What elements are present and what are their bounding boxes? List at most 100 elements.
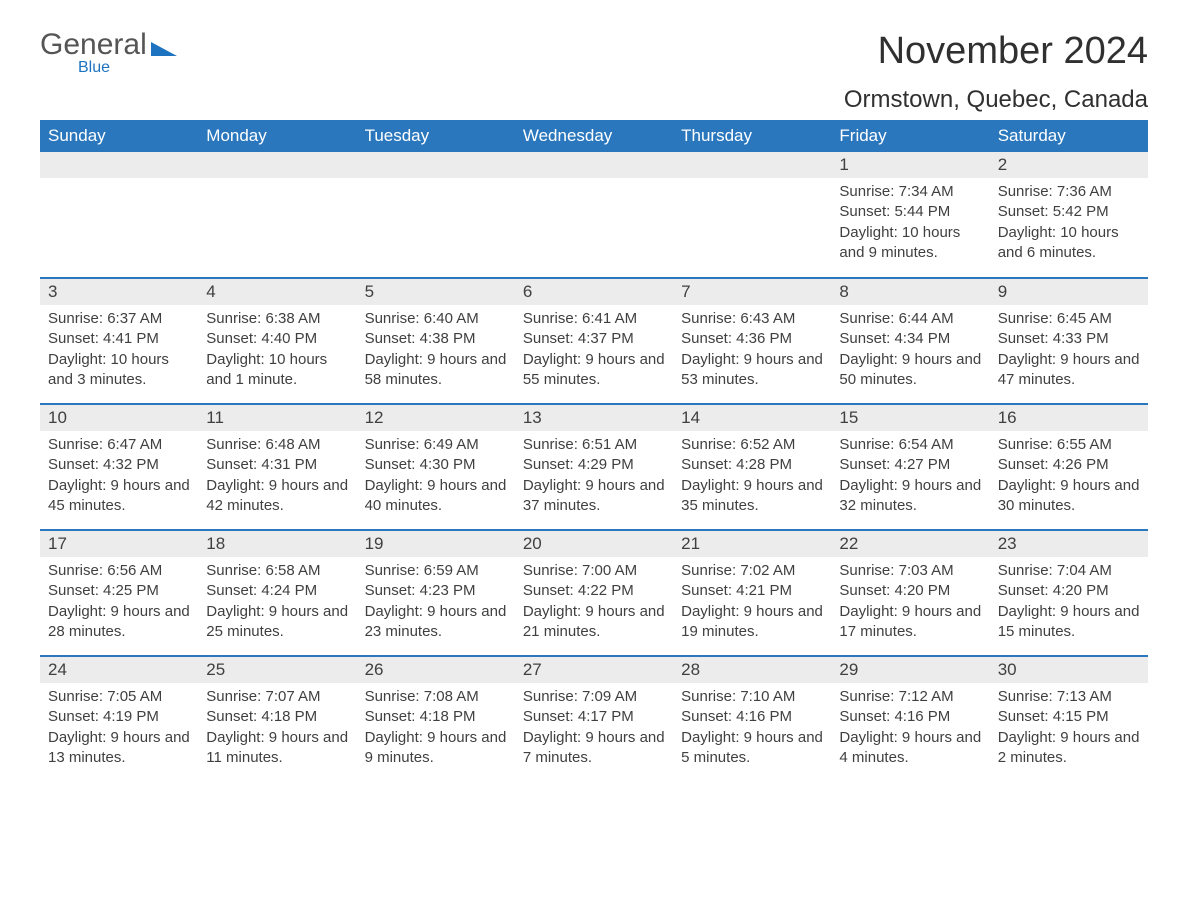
day-details: Sunrise: 6:41 AMSunset: 4:37 PMDaylight:… [515,305,673,398]
calendar-day-cell [357,152,515,278]
day-number: 28 [673,657,831,683]
calendar-day-cell: 13Sunrise: 6:51 AMSunset: 4:29 PMDayligh… [515,404,673,530]
sunset-text: Sunset: 4:16 PM [839,707,981,727]
daylight-text: Daylight: 9 hours and 28 minutes. [48,602,190,643]
sunrise-text: Sunrise: 6:37 AM [48,309,190,329]
calendar-day-cell [40,152,198,278]
day-number: 29 [831,657,989,683]
day-details: Sunrise: 6:56 AMSunset: 4:25 PMDaylight:… [40,557,198,650]
day-details: Sunrise: 7:03 AMSunset: 4:20 PMDaylight:… [831,557,989,650]
calendar-week-row: 10Sunrise: 6:47 AMSunset: 4:32 PMDayligh… [40,404,1148,530]
calendar-week-row: 1Sunrise: 7:34 AMSunset: 5:44 PMDaylight… [40,152,1148,278]
day-details: Sunrise: 7:00 AMSunset: 4:22 PMDaylight:… [515,557,673,650]
sunrise-text: Sunrise: 7:13 AM [998,687,1140,707]
day-details: Sunrise: 7:13 AMSunset: 4:15 PMDaylight:… [990,683,1148,776]
calendar-day-cell: 17Sunrise: 6:56 AMSunset: 4:25 PMDayligh… [40,530,198,656]
day-details: Sunrise: 7:09 AMSunset: 4:17 PMDaylight:… [515,683,673,776]
day-details: Sunrise: 7:05 AMSunset: 4:19 PMDaylight:… [40,683,198,776]
calendar-day-cell: 22Sunrise: 7:03 AMSunset: 4:20 PMDayligh… [831,530,989,656]
day-number: 12 [357,405,515,431]
calendar-day-cell: 14Sunrise: 6:52 AMSunset: 4:28 PMDayligh… [673,404,831,530]
day-number: 22 [831,531,989,557]
sunset-text: Sunset: 4:29 PM [523,455,665,475]
daylight-text: Daylight: 9 hours and 45 minutes. [48,476,190,517]
calendar-day-cell: 1Sunrise: 7:34 AMSunset: 5:44 PMDaylight… [831,152,989,278]
day-details: Sunrise: 6:59 AMSunset: 4:23 PMDaylight:… [357,557,515,650]
logo-text-general: General [40,30,147,60]
day-details: Sunrise: 6:37 AMSunset: 4:41 PMDaylight:… [40,305,198,398]
day-number: 16 [990,405,1148,431]
calendar-table: SundayMondayTuesdayWednesdayThursdayFrid… [40,120,1148,782]
day-details: Sunrise: 7:07 AMSunset: 4:18 PMDaylight:… [198,683,356,776]
calendar-day-cell: 24Sunrise: 7:05 AMSunset: 4:19 PMDayligh… [40,656,198,782]
daylight-text: Daylight: 9 hours and 50 minutes. [839,350,981,391]
day-details: Sunrise: 6:40 AMSunset: 4:38 PMDaylight:… [357,305,515,398]
sunrise-text: Sunrise: 6:56 AM [48,561,190,581]
sunset-text: Sunset: 4:38 PM [365,329,507,349]
weekday-header: Sunday [40,120,198,152]
sunset-text: Sunset: 4:32 PM [48,455,190,475]
weekday-header: Friday [831,120,989,152]
daylight-text: Daylight: 9 hours and 9 minutes. [365,728,507,769]
day-number: 18 [198,531,356,557]
day-details: Sunrise: 7:34 AMSunset: 5:44 PMDaylight:… [831,178,989,271]
sunset-text: Sunset: 4:26 PM [998,455,1140,475]
calendar-day-cell [198,152,356,278]
sunset-text: Sunset: 4:16 PM [681,707,823,727]
day-number [198,152,356,178]
daylight-text: Daylight: 9 hours and 2 minutes. [998,728,1140,769]
month-title: November 2024 [878,30,1148,73]
sunrise-text: Sunrise: 7:34 AM [839,182,981,202]
calendar-day-cell: 28Sunrise: 7:10 AMSunset: 4:16 PMDayligh… [673,656,831,782]
day-number [673,152,831,178]
sunrise-text: Sunrise: 7:07 AM [206,687,348,707]
sunrise-text: Sunrise: 6:54 AM [839,435,981,455]
day-details: Sunrise: 6:52 AMSunset: 4:28 PMDaylight:… [673,431,831,524]
sunset-text: Sunset: 4:28 PM [681,455,823,475]
title-block: November 2024 [878,30,1148,73]
daylight-text: Daylight: 9 hours and 19 minutes. [681,602,823,643]
sunrise-text: Sunrise: 6:49 AM [365,435,507,455]
daylight-text: Daylight: 9 hours and 13 minutes. [48,728,190,769]
sunset-text: Sunset: 4:37 PM [523,329,665,349]
day-details: Sunrise: 6:49 AMSunset: 4:30 PMDaylight:… [357,431,515,524]
day-details: Sunrise: 6:48 AMSunset: 4:31 PMDaylight:… [198,431,356,524]
day-number: 9 [990,279,1148,305]
calendar-week-row: 17Sunrise: 6:56 AMSunset: 4:25 PMDayligh… [40,530,1148,656]
sunset-text: Sunset: 4:40 PM [206,329,348,349]
sunset-text: Sunset: 4:31 PM [206,455,348,475]
sunrise-text: Sunrise: 7:10 AM [681,687,823,707]
sunrise-text: Sunrise: 6:52 AM [681,435,823,455]
day-details: Sunrise: 6:38 AMSunset: 4:40 PMDaylight:… [198,305,356,398]
daylight-text: Daylight: 10 hours and 1 minute. [206,350,348,391]
weekday-header-row: SundayMondayTuesdayWednesdayThursdayFrid… [40,120,1148,152]
daylight-text: Daylight: 9 hours and 37 minutes. [523,476,665,517]
calendar-day-cell: 23Sunrise: 7:04 AMSunset: 4:20 PMDayligh… [990,530,1148,656]
calendar-day-cell: 8Sunrise: 6:44 AMSunset: 4:34 PMDaylight… [831,278,989,404]
sunrise-text: Sunrise: 6:58 AM [206,561,348,581]
calendar-day-cell: 19Sunrise: 6:59 AMSunset: 4:23 PMDayligh… [357,530,515,656]
calendar-day-cell: 11Sunrise: 6:48 AMSunset: 4:31 PMDayligh… [198,404,356,530]
sunset-text: Sunset: 4:36 PM [681,329,823,349]
page-header: General Blue November 2024 [40,30,1148,76]
daylight-text: Daylight: 9 hours and 23 minutes. [365,602,507,643]
calendar-day-cell: 9Sunrise: 6:45 AMSunset: 4:33 PMDaylight… [990,278,1148,404]
sunset-text: Sunset: 5:42 PM [998,202,1140,222]
calendar-day-cell: 20Sunrise: 7:00 AMSunset: 4:22 PMDayligh… [515,530,673,656]
daylight-text: Daylight: 9 hours and 47 minutes. [998,350,1140,391]
sunrise-text: Sunrise: 7:36 AM [998,182,1140,202]
daylight-text: Daylight: 9 hours and 30 minutes. [998,476,1140,517]
sunrise-text: Sunrise: 7:09 AM [523,687,665,707]
calendar-body: 1Sunrise: 7:34 AMSunset: 5:44 PMDaylight… [40,152,1148,782]
day-details: Sunrise: 7:10 AMSunset: 4:16 PMDaylight:… [673,683,831,776]
sunset-text: Sunset: 4:20 PM [998,581,1140,601]
sunrise-text: Sunrise: 6:55 AM [998,435,1140,455]
calendar-day-cell: 30Sunrise: 7:13 AMSunset: 4:15 PMDayligh… [990,656,1148,782]
calendar-day-cell: 7Sunrise: 6:43 AMSunset: 4:36 PMDaylight… [673,278,831,404]
day-number: 26 [357,657,515,683]
calendar-day-cell: 3Sunrise: 6:37 AMSunset: 4:41 PMDaylight… [40,278,198,404]
daylight-text: Daylight: 9 hours and 5 minutes. [681,728,823,769]
daylight-text: Daylight: 9 hours and 32 minutes. [839,476,981,517]
sunrise-text: Sunrise: 6:47 AM [48,435,190,455]
calendar-week-row: 3Sunrise: 6:37 AMSunset: 4:41 PMDaylight… [40,278,1148,404]
